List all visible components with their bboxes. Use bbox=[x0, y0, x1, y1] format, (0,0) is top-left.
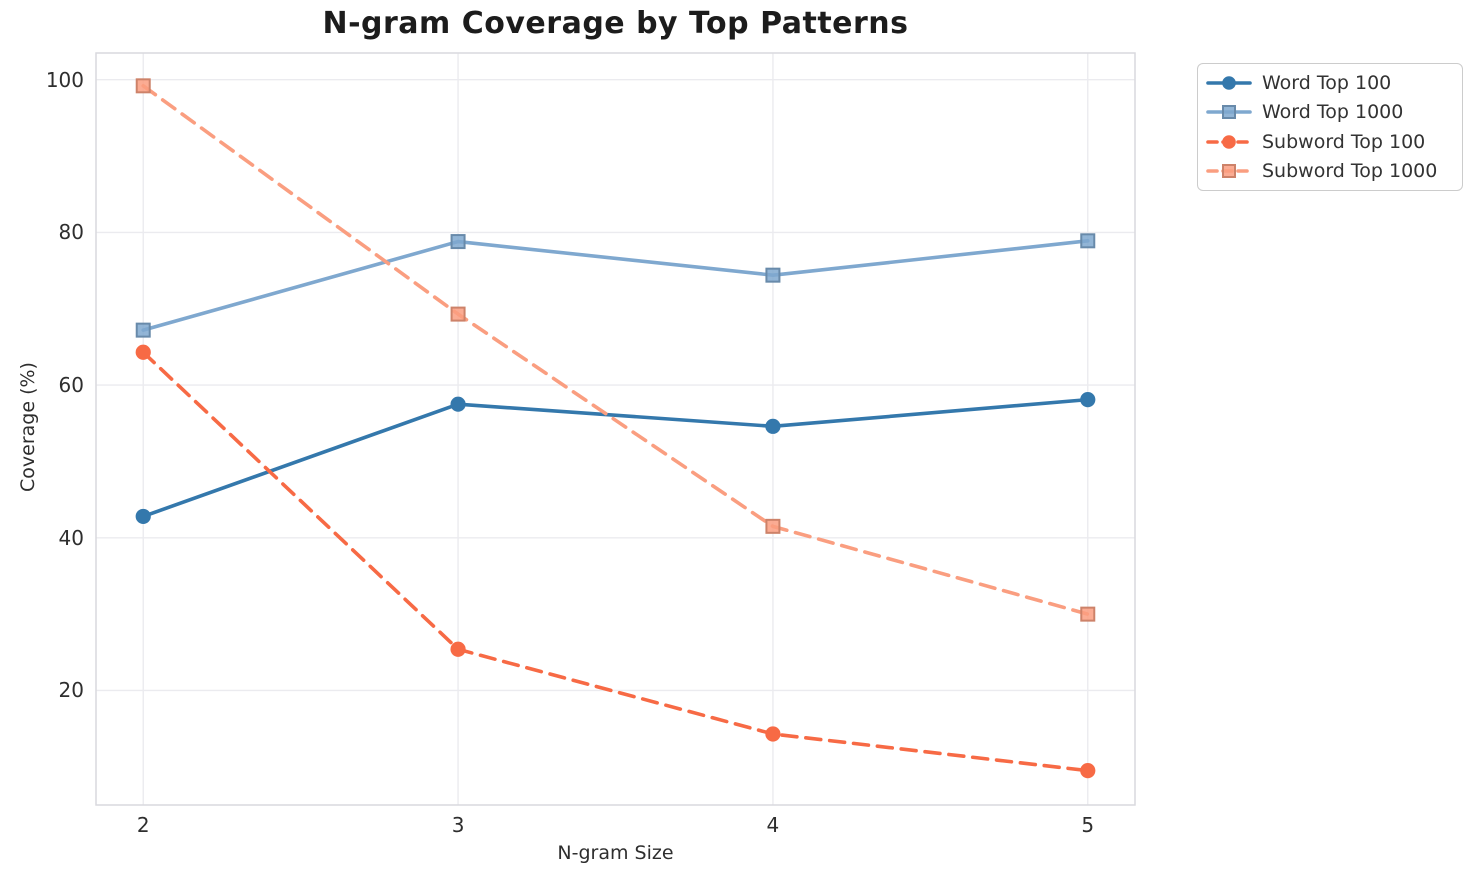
chart-title: N-gram Coverage by Top Patterns bbox=[322, 6, 909, 41]
legend-label: Word Top 1000 bbox=[1262, 101, 1404, 124]
marker-subword-top-1000-x5 bbox=[1080, 606, 1096, 622]
legend-square-marker-icon bbox=[1206, 105, 1252, 120]
x-tick-label-4: 4 bbox=[766, 813, 780, 837]
x-tick-label-5: 5 bbox=[1081, 813, 1095, 837]
series-line-word-top-100 bbox=[141, 397, 1090, 519]
x-axis-label: N-gram Size bbox=[557, 842, 674, 864]
series-line-subword-top-100 bbox=[141, 350, 1090, 773]
marker-word-top-100-x2 bbox=[135, 508, 151, 525]
marker-subword-top-100-x4 bbox=[765, 726, 781, 742]
marker-subword-top-1000-x4 bbox=[765, 518, 781, 534]
marker-word-top-100-x3 bbox=[450, 396, 466, 412]
x-tick-label-3: 3 bbox=[451, 813, 465, 837]
x-tick-label-2: 2 bbox=[136, 813, 150, 837]
legend-box: Word Top 100 Word Top 1000 Subword Top 100… bbox=[1197, 63, 1463, 191]
legend-label: Subword Top 100 bbox=[1262, 130, 1426, 153]
legend-marker-shape bbox=[1222, 75, 1236, 90]
legend-square-marker-icon bbox=[1206, 164, 1252, 179]
marker-subword-top-1000-x2 bbox=[135, 78, 151, 94]
y-tick-label-40: 40 bbox=[58, 525, 84, 550]
legend-circle-marker-icon bbox=[1206, 134, 1252, 149]
legend-marker-shape bbox=[1222, 164, 1236, 179]
legend-entry-word-top-100: Word Top 100 bbox=[1206, 68, 1452, 97]
series-line-subword-top-1000 bbox=[141, 84, 1090, 616]
legend-entry-subword-top-100: Subword Top 100 bbox=[1206, 127, 1452, 156]
legend-label: Word Top 100 bbox=[1262, 71, 1392, 94]
legend-label: Subword Top 1000 bbox=[1262, 160, 1438, 183]
y-tick-label-100: 100 bbox=[45, 67, 84, 92]
legend-marker-shape bbox=[1222, 134, 1236, 149]
legend-marker-shape bbox=[1222, 105, 1236, 120]
legend-entry-word-top-1000: Word Top 1000 bbox=[1206, 98, 1452, 127]
marker-subword-top-100-x2 bbox=[135, 344, 151, 360]
legend-circle-marker-icon bbox=[1206, 75, 1252, 90]
marker-subword-top-100-x5 bbox=[1080, 763, 1096, 779]
marker-word-top-1000-x4 bbox=[765, 267, 781, 283]
y-tick-label-60: 60 bbox=[58, 373, 84, 398]
plot-border bbox=[95, 52, 1136, 806]
legend-entry-subword-top-1000: Subword Top 1000 bbox=[1206, 157, 1452, 186]
marker-word-top-1000-x2 bbox=[135, 322, 151, 338]
series-line-word-top-1000 bbox=[141, 239, 1090, 332]
y-tick-label-20: 20 bbox=[58, 678, 84, 703]
marker-subword-top-100-x3 bbox=[450, 641, 466, 657]
marker-word-top-1000-x3 bbox=[450, 234, 466, 250]
y-tick-label-80: 80 bbox=[58, 220, 84, 245]
marker-subword-top-1000-x3 bbox=[450, 306, 466, 322]
marker-word-top-1000-x5 bbox=[1080, 233, 1096, 249]
marker-word-top-100-x5 bbox=[1080, 392, 1096, 408]
marker-word-top-100-x4 bbox=[765, 418, 781, 434]
